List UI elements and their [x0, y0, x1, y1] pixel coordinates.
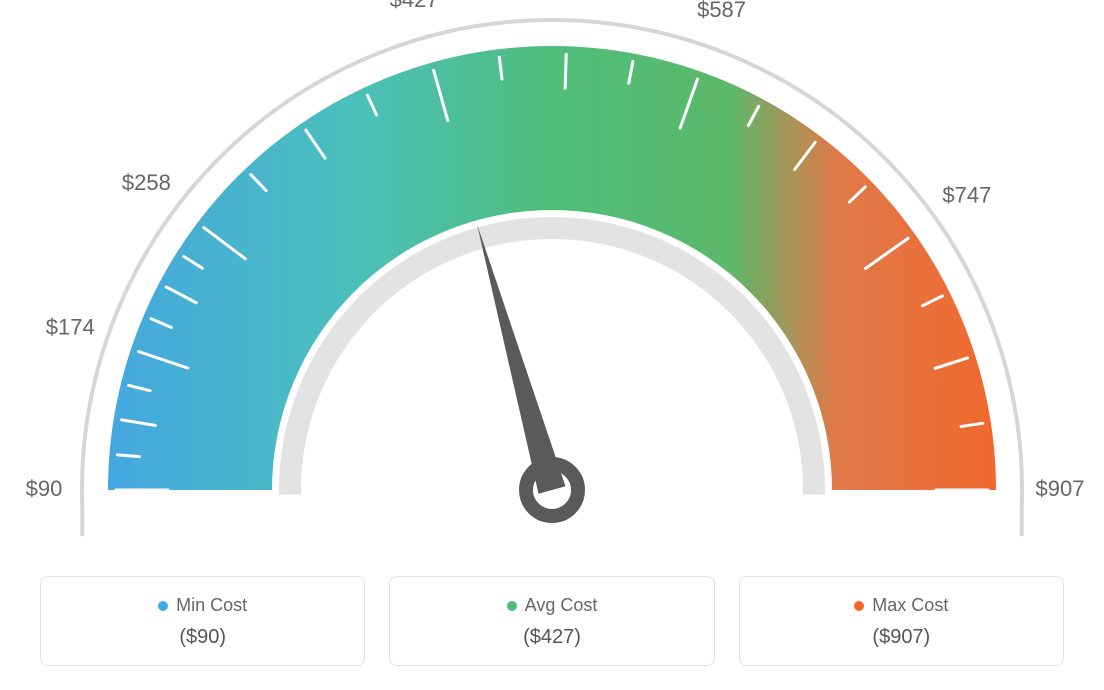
- legend-value-avg: ($427): [402, 626, 701, 649]
- legend-card-max: Max Cost ($907): [739, 576, 1064, 666]
- dot-avg-icon: [507, 601, 517, 611]
- legend-row: Min Cost ($90) Avg Cost ($427) Max Cost …: [40, 576, 1064, 666]
- legend-label-min: Min Cost: [176, 595, 247, 616]
- svg-text:$747: $747: [942, 183, 991, 208]
- legend-label-avg: Avg Cost: [525, 595, 598, 616]
- legend-value-max: ($907): [752, 626, 1051, 649]
- dot-max-icon: [854, 601, 864, 611]
- legend-card-avg: Avg Cost ($427): [389, 576, 714, 666]
- legend-label-max: Max Cost: [872, 595, 948, 616]
- svg-text:$258: $258: [122, 170, 171, 195]
- legend-value-min: ($90): [53, 626, 352, 649]
- svg-text:$427: $427: [390, 0, 439, 12]
- legend-card-min: Min Cost ($90): [40, 576, 365, 666]
- gauge-area: $90 $174 $258 $427 $587 $747 $907: [0, 0, 1104, 560]
- svg-text:$587: $587: [697, 0, 746, 22]
- svg-text:$90: $90: [26, 476, 63, 501]
- legend-title-max: Max Cost: [854, 595, 948, 616]
- legend-title-min: Min Cost: [158, 595, 247, 616]
- legend-title-avg: Avg Cost: [507, 595, 598, 616]
- svg-text:$907: $907: [1036, 476, 1085, 501]
- gauge-svg: $90 $174 $258 $427 $587 $747 $907: [0, 0, 1104, 560]
- cost-gauge-chart: $90 $174 $258 $427 $587 $747 $907 Min Cost ($9…: [0, 0, 1104, 690]
- dot-min-icon: [158, 601, 168, 611]
- svg-text:$174: $174: [46, 315, 95, 340]
